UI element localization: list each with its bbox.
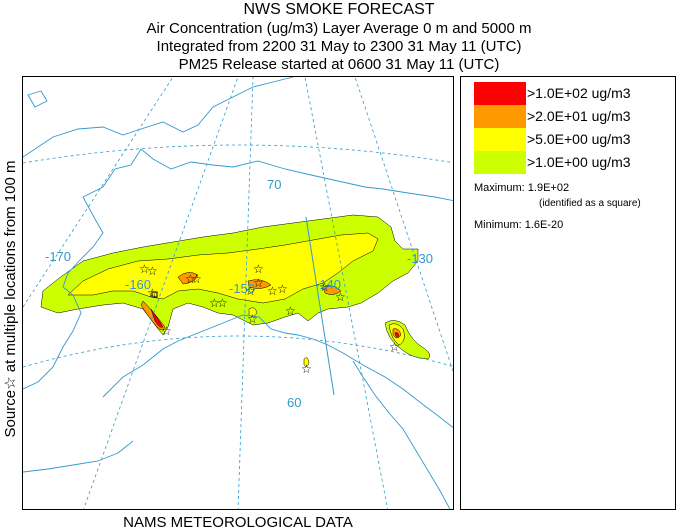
source-star: ☆ xyxy=(247,312,258,326)
subtitle-integration: Integrated from 2200 31 May to 2300 31 M… xyxy=(156,38,522,55)
source-star: ☆ xyxy=(191,272,202,286)
coast-panhandle xyxy=(352,360,451,509)
legend-panel: >1.0E+02 ug/m3 >2.0E+01 ug/m3 >5.0E+00 u… xyxy=(460,76,676,510)
source-star: ☆ xyxy=(245,284,256,298)
source-star: ☆ xyxy=(147,264,158,278)
coast-alaska-north xyxy=(82,148,453,202)
meridian-140 xyxy=(304,77,389,509)
lat-label-70: 70 xyxy=(267,177,281,192)
plume-orange-c xyxy=(247,279,272,289)
source-star: ☆ xyxy=(319,280,330,294)
parallel-70 xyxy=(23,144,453,164)
legend-label-red: >1.0E+02 ug/m3 xyxy=(527,85,631,101)
lon-label-170: -170 xyxy=(45,249,71,264)
meridian-160 xyxy=(83,77,239,509)
source-star: ☆ xyxy=(277,282,288,296)
plume-yellow xyxy=(67,232,379,304)
footer-data-source: NAMS METEOROLOGICAL DATA xyxy=(123,514,353,531)
border-us-canada xyxy=(305,216,335,396)
source-star: ☆ xyxy=(161,324,172,338)
plume-small-east-r xyxy=(394,332,400,338)
legend-swatch-yellow xyxy=(474,128,526,151)
lon-label-150: -150 xyxy=(229,281,255,296)
maximum-square xyxy=(151,291,158,298)
plume-orange-a xyxy=(177,272,199,285)
source-star: ☆ xyxy=(209,296,220,310)
coast-aleutians xyxy=(23,440,134,473)
legend-swatch-lime xyxy=(474,151,526,174)
map-canvas: -170 -160 -150 -140 -130 70 60 ☆ ☆ ☆ ☆ ☆… xyxy=(23,77,453,509)
legend-label-orange: >2.0E+01 ug/m3 xyxy=(527,108,631,124)
meridian-150 xyxy=(237,77,254,509)
coast-alaska-west xyxy=(23,196,104,390)
source-markers: ☆ ☆ ☆ ☆ ☆ ☆ ☆ ☆ ☆ ☆ ☆ ☆ ☆ ☆ ☆ ☆ ☆ ☆ ☆ xyxy=(139,262,400,376)
legend-label-yellow: >5.0E+00 ug/m3 xyxy=(527,131,631,147)
subtitle-release: PM25 Release started at 0600 31 May 11 (… xyxy=(178,56,500,73)
source-star: ☆ xyxy=(285,304,296,318)
coast-south xyxy=(102,314,453,429)
coastlines xyxy=(23,77,453,509)
source-star: ☆ xyxy=(301,362,312,376)
maximum-label: Maximum: 1.9E+02 xyxy=(474,182,570,194)
legend-swatch-red xyxy=(474,82,526,105)
source-star: ☆ xyxy=(139,262,150,276)
smoke-plumes xyxy=(40,214,431,367)
source-star: ☆ xyxy=(253,276,264,290)
maximum-note: (identified as a square) xyxy=(539,198,641,209)
main-title: NWS SMOKE FORECAST xyxy=(243,1,435,18)
legend-swatch-orange xyxy=(474,105,526,128)
source-star: ☆ xyxy=(253,262,264,276)
source-star: ☆ xyxy=(389,340,400,354)
parallel-60 xyxy=(23,335,453,368)
source-star: ☆ xyxy=(267,284,278,298)
lon-label-140: -140 xyxy=(315,277,341,292)
source-star: ☆ xyxy=(217,296,228,310)
coast-island xyxy=(27,90,48,108)
minimum-label: Minimum: 1.6E-20 xyxy=(474,219,564,231)
source-side-label: Source☆ at multiple locations from 100 m xyxy=(2,160,19,438)
plume-red-a xyxy=(150,308,164,328)
graticule xyxy=(23,77,453,509)
source-star: ☆ xyxy=(185,272,196,286)
coast-siberia xyxy=(23,77,294,158)
subtitle-concentration: Air Concentration (ug/m3) Layer Average … xyxy=(146,20,532,37)
source-star: ☆ xyxy=(335,290,346,304)
lon-label-160: -160 xyxy=(125,277,151,292)
plume-orange-d xyxy=(322,285,342,295)
plume-tiny-south xyxy=(303,357,310,367)
map-panel: -170 -160 -150 -140 -130 70 60 ☆ ☆ ☆ ☆ ☆… xyxy=(22,76,454,510)
meridian-130 xyxy=(354,77,453,373)
legend-label-lime: >1.0E+00 ug/m3 xyxy=(527,154,631,170)
lat-label-60: 60 xyxy=(287,395,301,410)
lon-label-130: -130 xyxy=(407,251,433,266)
meridian-170 xyxy=(23,77,174,308)
